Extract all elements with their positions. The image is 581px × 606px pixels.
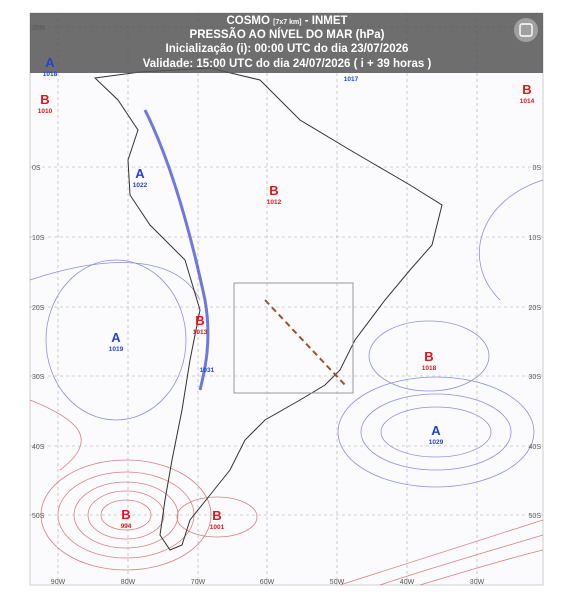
map-area xyxy=(29,12,544,586)
center-pressure: 1029 xyxy=(429,439,444,446)
center-pressure: 994 xyxy=(121,523,132,530)
fullscreen-button[interactable] xyxy=(514,18,538,42)
center-letter: A xyxy=(111,330,121,345)
longitude-label: 40W xyxy=(400,579,415,586)
resolution: [7x7 km] xyxy=(273,19,301,26)
graticule xyxy=(30,13,543,585)
longitude-label: 90W xyxy=(51,579,66,586)
longitude-label: 60W xyxy=(260,579,275,586)
continent-outline xyxy=(93,67,443,551)
latitude-label: 30S xyxy=(32,374,45,381)
longitude-label: 70W xyxy=(191,579,206,586)
center-pressure: 1031 xyxy=(200,367,215,374)
valid-time: Validade: 15:00 UTC do dia 24/07/2026 ( … xyxy=(143,58,432,70)
latitude-label: 20S xyxy=(32,305,45,312)
center-letter: B xyxy=(195,313,204,328)
button-icon[interactable] xyxy=(519,23,533,37)
title-line: COSMO [7x7 km] - INMET xyxy=(226,15,347,27)
latitude-label: 0S xyxy=(32,165,41,172)
product: PRESSÃO AO NÍVEL DO MAR (hPa) xyxy=(190,28,385,41)
center-pressure: 1018 xyxy=(43,71,58,78)
latitude-label: 30S xyxy=(529,374,542,381)
center-letter: B xyxy=(424,349,433,364)
center-pressure: 1022 xyxy=(133,182,148,189)
latitude-label: 10S xyxy=(32,235,45,242)
center-pressure: 1019 xyxy=(109,346,124,353)
center-pressure: 1017 xyxy=(344,76,359,83)
center-pressure: 1001 xyxy=(210,524,225,531)
center-pressure: 1013 xyxy=(193,329,208,336)
model: COSMO xyxy=(226,15,270,27)
latitude-label: 20S xyxy=(529,305,542,312)
center-letter: A xyxy=(431,423,441,438)
longitude-label: 80W xyxy=(121,579,136,586)
center-letter: B xyxy=(40,92,49,107)
center-letter: A xyxy=(135,166,145,181)
latitude-label: 0S xyxy=(532,165,541,172)
latitude-label: 40S xyxy=(529,444,542,451)
andes-isobars xyxy=(143,109,210,391)
latitude-label: 10S xyxy=(529,235,542,242)
center-pressure: 1014 xyxy=(520,98,535,105)
longitude-label: 30W xyxy=(470,579,485,586)
region-box xyxy=(233,282,354,394)
center-letter: B xyxy=(522,82,531,97)
latitude-label: 50S xyxy=(529,513,542,520)
center-pressure: 1012 xyxy=(267,199,282,206)
header-banner xyxy=(30,13,543,73)
center-letter: B xyxy=(121,507,130,522)
center-pressure: 1010 xyxy=(38,108,53,115)
button-bg[interactable] xyxy=(514,18,538,42)
longitude-label: 50W xyxy=(330,579,345,586)
latitude-label: 50S xyxy=(32,513,45,520)
center-letter: B xyxy=(269,183,278,198)
source: - INMET xyxy=(305,15,348,27)
init-time: Inicialização (i): 00:00 UTC do dia 23/0… xyxy=(166,43,409,55)
center-pressure: 1018 xyxy=(422,365,437,372)
center-letter: B xyxy=(212,508,221,523)
latitude-label: 20N xyxy=(32,25,45,32)
center-letter: A xyxy=(45,55,55,70)
latitude-label: 40S xyxy=(32,444,45,451)
